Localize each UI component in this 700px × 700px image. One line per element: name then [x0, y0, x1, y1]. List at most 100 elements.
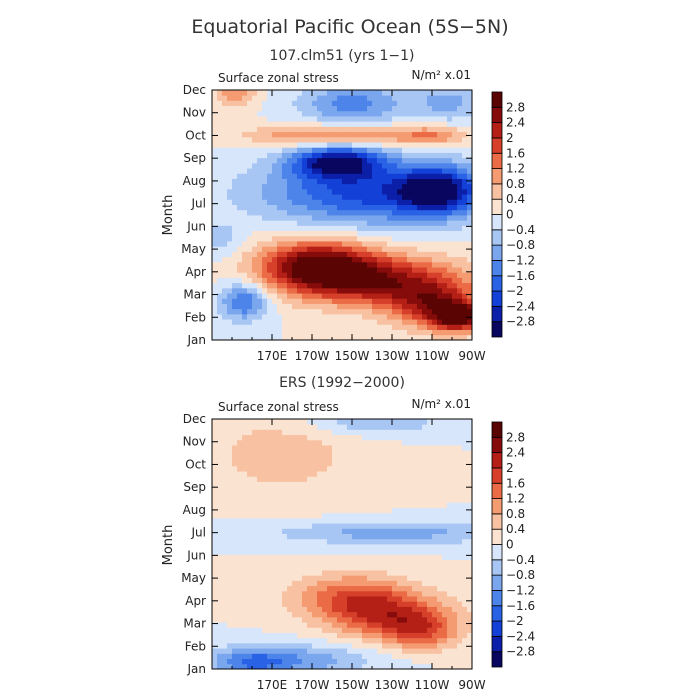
heatmap-cell	[377, 136, 383, 143]
heatmap-cell	[252, 147, 258, 153]
heatmap-cell	[452, 168, 458, 174]
heatmap-cell	[382, 235, 388, 242]
heatmap-cell	[422, 194, 428, 200]
heatmap-cell	[282, 491, 288, 498]
heatmap-cell	[442, 549, 448, 555]
heatmap-cell	[382, 502, 388, 508]
heatmap-cell	[447, 267, 453, 273]
heatmap-cell	[312, 502, 318, 508]
heatmap-cell	[287, 272, 293, 278]
heatmap-cell	[302, 450, 308, 456]
heatmap-cell	[272, 183, 278, 190]
heatmap-cell	[457, 308, 463, 315]
heatmap-cell	[417, 429, 423, 436]
heatmap-cell	[357, 523, 363, 529]
heatmap-cell	[392, 334, 398, 341]
heatmap-cell	[312, 476, 318, 482]
heatmap-cell	[407, 241, 413, 247]
heatmap-cell	[422, 517, 428, 524]
heatmap-cell	[377, 429, 383, 436]
heatmap-cell	[442, 476, 448, 482]
heatmap-cell	[397, 512, 403, 519]
heatmap-cell	[237, 95, 243, 101]
heatmap-cell	[402, 147, 408, 153]
heatmap-cell	[277, 303, 283, 310]
heatmap-cell	[237, 471, 243, 477]
heatmap-cell	[327, 497, 333, 503]
heatmap-cell	[382, 471, 388, 477]
heatmap-cell	[322, 178, 328, 185]
heatmap-cell	[447, 329, 453, 336]
heatmap-cell	[267, 324, 273, 330]
heatmap-cell	[262, 460, 268, 467]
heatmap-cell	[307, 116, 313, 122]
heatmap-cell	[397, 538, 403, 545]
heatmap-cell	[312, 424, 318, 430]
heatmap-cell	[312, 293, 318, 299]
heatmap-cell	[347, 450, 353, 456]
heatmap-cell	[217, 313, 223, 320]
heatmap-cell	[272, 100, 278, 107]
heatmap-cell	[307, 642, 313, 649]
heatmap-cell	[232, 616, 238, 623]
heatmap-cell	[237, 204, 243, 211]
heatmap-cell	[412, 601, 418, 607]
heatmap-cell	[327, 491, 333, 498]
heatmap-cell	[397, 110, 403, 117]
heatmap-cell	[212, 601, 218, 607]
heatmap-cell	[412, 606, 418, 613]
heatmap-cell	[327, 142, 333, 148]
heatmap-cell	[317, 450, 323, 456]
heatmap-cell	[367, 585, 373, 592]
heatmap-cell	[407, 287, 413, 294]
heatmap-cell	[357, 329, 363, 336]
heatmap-cell	[232, 152, 238, 159]
heatmap-cell	[287, 261, 293, 268]
heatmap-cell	[272, 173, 278, 179]
heatmap-cell	[357, 95, 363, 101]
heatmap-cell	[457, 334, 463, 341]
heatmap-cell	[332, 230, 338, 237]
heatmap-cell	[327, 251, 333, 258]
heatmap-cell	[347, 194, 353, 200]
heatmap-cell	[312, 110, 318, 117]
heatmap-cell	[417, 267, 423, 273]
heatmap-cell	[432, 616, 438, 623]
heatmap-cell	[457, 559, 463, 566]
heatmap-cell	[317, 491, 323, 498]
heatmap-cell	[432, 538, 438, 545]
heatmap-cell	[222, 465, 228, 472]
heatmap-cell	[437, 251, 443, 258]
heatmap-cell	[302, 580, 308, 587]
heatmap-cell	[317, 194, 323, 200]
heatmap-cell	[462, 152, 468, 159]
heatmap-cell	[402, 100, 408, 107]
heatmap-cell	[212, 298, 218, 304]
heatmap-cell	[427, 606, 433, 613]
heatmap-cell	[212, 110, 218, 117]
heatmap-cell	[372, 533, 378, 540]
heatmap-cell	[377, 663, 383, 670]
heatmap-cell	[277, 507, 283, 514]
heatmap-cell	[412, 512, 418, 519]
heatmap-cell	[232, 251, 238, 258]
heatmap-cell	[392, 544, 398, 550]
heatmap-cell	[437, 282, 443, 289]
heatmap-cell	[462, 528, 468, 534]
heatmap-cell	[212, 251, 218, 258]
heatmap-cell	[222, 147, 228, 153]
heatmap-cell	[412, 465, 418, 472]
heatmap-cell	[467, 491, 473, 498]
heatmap-cell	[352, 559, 358, 566]
heatmap-cell	[252, 653, 258, 659]
heatmap-cell	[282, 523, 288, 529]
heatmap-cell	[272, 147, 278, 153]
heatmap-cell	[372, 637, 378, 644]
heatmap-cell	[377, 590, 383, 597]
heatmap-cell	[222, 590, 228, 597]
heatmap-cell	[402, 434, 408, 441]
heatmap-cell	[422, 256, 428, 263]
heatmap-cell	[342, 486, 348, 493]
heatmap-cell	[387, 512, 393, 519]
heatmap-cell	[247, 157, 253, 164]
